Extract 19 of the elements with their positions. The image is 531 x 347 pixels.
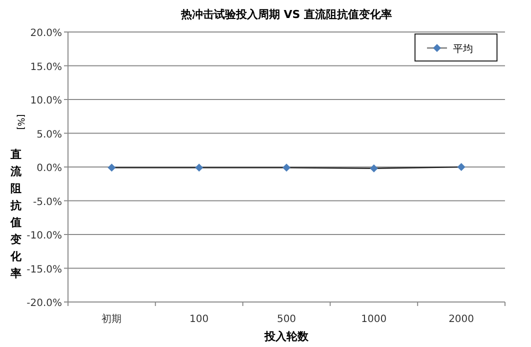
x-tick-label: 500: [276, 314, 296, 325]
chart-title: 热冲击试验投入周期 VS 直流阻抗值变化率: [180, 8, 392, 21]
y-tick-label: 15.0%: [30, 62, 62, 73]
y-tick-label: -5.0%: [32, 196, 62, 208]
y-tick-label: -20.0%: [26, 298, 62, 309]
x-tick-label: 1000: [361, 314, 387, 325]
y-tick-label: 10.0%: [30, 96, 62, 106]
y-tick-label: -10.0%: [26, 230, 62, 242]
x-tick-label: 2000: [448, 314, 474, 325]
x-tick-label: 100: [190, 314, 209, 325]
text: [%]: [15, 114, 25, 130]
y-tick-label: 5.0%: [36, 129, 62, 140]
y-tick-label: 0.0%: [36, 163, 62, 174]
legend-label: 平均: [453, 43, 473, 55]
y-axis-title: 直流阻抗值变化率: [10, 148, 22, 280]
x-axis-title: 投入轮数: [264, 330, 310, 343]
y-tick-label: 20.0%: [30, 28, 62, 39]
x-tick-label: 初期: [102, 313, 122, 325]
y-tick-label: -15.0%: [26, 264, 62, 276]
